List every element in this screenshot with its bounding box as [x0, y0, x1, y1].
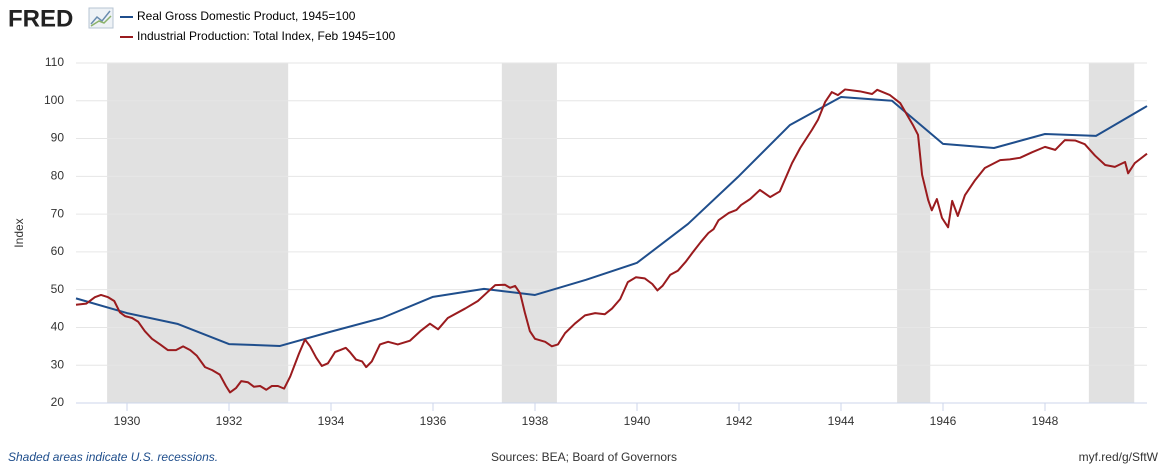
- y-tick-label: 20: [51, 395, 65, 409]
- y-tick-label: 40: [51, 320, 65, 334]
- y-tick-label: 30: [51, 357, 65, 371]
- x-tick-label: 1946: [930, 414, 957, 428]
- x-tick-label: 1940: [624, 414, 651, 428]
- x-tick-label: 1932: [216, 414, 243, 428]
- y-tick-label: 60: [51, 244, 65, 258]
- x-tick-label: 1948: [1032, 414, 1059, 428]
- series-line: [75, 88, 1148, 394]
- y-tick-label: 100: [44, 93, 64, 107]
- recession-band: [1088, 63, 1135, 403]
- x-tick-label: 1942: [726, 414, 753, 428]
- series-line: [75, 96, 1148, 347]
- y-tick-label: 50: [51, 282, 65, 296]
- y-tick-label: 90: [51, 131, 65, 145]
- logo: FRED: [8, 5, 73, 32]
- legend-label: Real Gross Domestic Product, 1945=100: [137, 9, 356, 23]
- x-tick-label: 1934: [318, 414, 345, 428]
- recession-band: [501, 63, 557, 403]
- y-tick-label: 110: [45, 55, 64, 69]
- source: Sources: BEA; Board of Governors: [491, 450, 677, 464]
- recession-band: [107, 63, 289, 403]
- logo-icon: [88, 7, 114, 29]
- legend-label: Industrial Production: Total Index, Feb …: [137, 29, 396, 43]
- x-tick-label: 1936: [420, 414, 447, 428]
- x-tick-label: 1944: [828, 414, 855, 428]
- y-tick-label: 80: [51, 169, 65, 183]
- x-tick-label: 1930: [114, 414, 141, 428]
- link[interactable]: myf.red/g/SftW: [1079, 450, 1159, 464]
- y-tick-label: 70: [51, 206, 65, 220]
- footnote: Shaded areas indicate U.S. recessions.: [8, 450, 218, 464]
- x-tick-label: 1938: [522, 414, 549, 428]
- y-axis-label: Index: [12, 218, 26, 247]
- recession-band: [897, 63, 931, 403]
